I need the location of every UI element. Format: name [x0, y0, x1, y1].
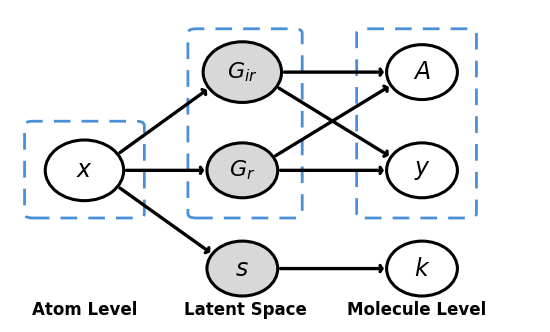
Text: $\mathbf{\mathit{s}}$: $\mathbf{\mathit{s}}$: [235, 257, 249, 281]
Ellipse shape: [207, 143, 278, 198]
Ellipse shape: [387, 45, 458, 100]
Ellipse shape: [207, 241, 278, 296]
Ellipse shape: [203, 42, 282, 103]
Text: Latent Space: Latent Space: [184, 301, 306, 319]
Ellipse shape: [387, 143, 458, 198]
Text: $G_{r}$: $G_{r}$: [229, 159, 256, 182]
Text: $y$: $y$: [414, 158, 431, 182]
Ellipse shape: [45, 140, 124, 201]
Text: Molecule Level: Molecule Level: [347, 301, 486, 319]
Text: $G_{ir}$: $G_{ir}$: [227, 60, 258, 84]
Text: Atom Level: Atom Level: [32, 301, 137, 319]
Text: $\mathbf{\mathit{x}}$: $\mathbf{\mathit{x}}$: [76, 158, 93, 182]
Ellipse shape: [387, 241, 458, 296]
Text: $A$: $A$: [413, 60, 431, 84]
Text: $k$: $k$: [414, 257, 430, 281]
